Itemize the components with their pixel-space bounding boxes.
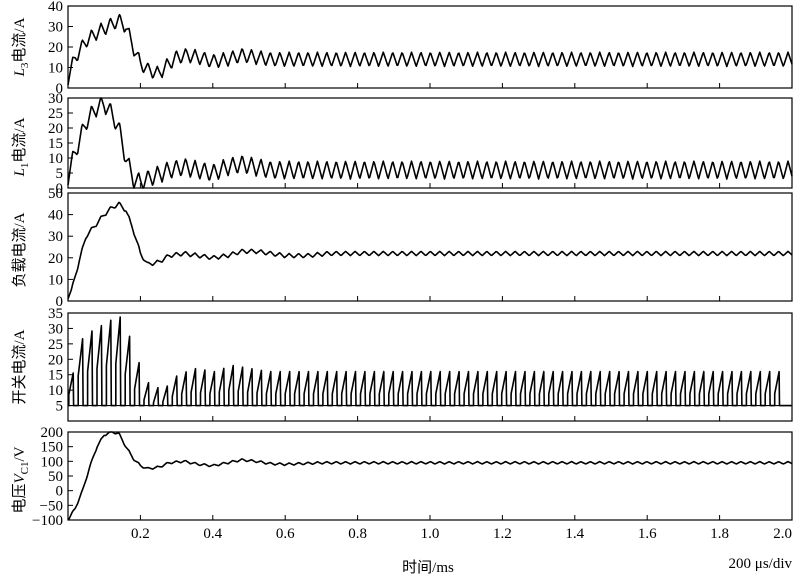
- x-axis-label: 时间/ms: [402, 559, 454, 576]
- panel-1-ytick-label: 40: [48, 0, 63, 15]
- panel-4-ytick-label: 20: [48, 352, 63, 368]
- panel-5-ytick-label: −50: [40, 498, 63, 514]
- panel-5-ytick-label: 0: [56, 484, 64, 500]
- panel-3-ytick-label: 10: [48, 272, 63, 288]
- panel-3-ylabel: 负载电流/A: [11, 212, 28, 287]
- panel-1-trace: [67, 13, 793, 86]
- panel-5-ytick-label: 50: [48, 469, 63, 485]
- xtick-label: 0.6: [276, 526, 295, 542]
- panel-1-ytick-label: 20: [48, 40, 63, 56]
- panel-2-ytick-label: 30: [48, 91, 63, 107]
- xtick-label: 0.4: [203, 526, 222, 542]
- panel-2-ylabel: L1电流/A: [11, 117, 31, 177]
- panel-4-ytick-label: 35: [48, 306, 63, 322]
- panel-2-ytick-label: 25: [48, 106, 63, 122]
- panel-4-ytick-label: 5: [56, 399, 64, 415]
- time-scale-note: 200 μs/div: [729, 556, 793, 572]
- panel-3-frame: [67, 192, 793, 302]
- panel-4-trace: [68, 316, 792, 407]
- panel-4-ytick-label: 15: [48, 368, 63, 384]
- panel-2-ytick-label: 15: [48, 136, 63, 152]
- panel-5-ytick-label: 200: [41, 425, 64, 441]
- panel-5-ytick-label: 150: [41, 440, 64, 456]
- xtick-label: 1.6: [638, 526, 657, 542]
- panel-1-frame: [67, 5, 793, 89]
- panel-4-ytick-label: 10: [48, 383, 63, 399]
- panel-5-trace: [67, 431, 793, 521]
- panel-5-frame: [67, 431, 793, 521]
- panel-1-ytick-label: 10: [48, 61, 63, 77]
- xtick-label: 1.0: [421, 526, 440, 542]
- xtick-label: 2.0: [773, 526, 792, 542]
- panel-2-ytick-label: 0: [56, 181, 64, 197]
- panel-1-ylabel: L3电流/A: [11, 17, 31, 77]
- panel-4-ytick-label: 30: [48, 321, 63, 337]
- panel-3-trace: [67, 201, 793, 300]
- xtick-label: 1.4: [565, 526, 584, 542]
- panel-1-ytick-label: 30: [48, 20, 63, 36]
- panel-3-ytick-label: 20: [48, 251, 63, 267]
- xtick-label: 1.8: [710, 526, 729, 542]
- panel-2-ytick-label: 20: [48, 121, 63, 137]
- panel-5-ytick-label: −100: [32, 513, 63, 529]
- panel-2-frame: [67, 97, 793, 189]
- panel-2-ytick-label: 5: [56, 166, 64, 182]
- panel-2-ytick-label: 10: [48, 151, 63, 167]
- panel-3-ytick-label: 40: [48, 208, 63, 224]
- panel-3-ytick-label: 0: [56, 294, 64, 310]
- panel-4-ytick-label: 25: [48, 337, 63, 353]
- panel-5-ylabel: 电压VC1/V: [11, 446, 31, 513]
- xtick-label: 0.2: [131, 526, 150, 542]
- panel-5-ytick-label: 100: [41, 454, 64, 470]
- panel-3-ytick-label: 50: [48, 186, 63, 202]
- panel-4-ylabel: 开关电流/A: [11, 329, 28, 404]
- xtick-label: 0.8: [348, 526, 367, 542]
- xtick-label: 1.2: [493, 526, 512, 542]
- panel-1-ytick-label: 0: [56, 81, 64, 97]
- panel-2-trace: [67, 97, 793, 189]
- panel-3-ytick-label: 30: [48, 229, 63, 245]
